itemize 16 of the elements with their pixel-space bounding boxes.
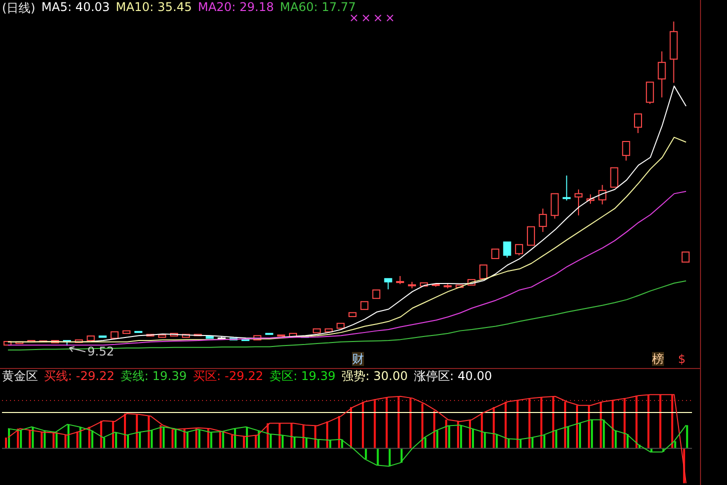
- annotation: 9.52: [87, 344, 114, 359]
- text: 榜: [652, 352, 664, 366]
- text: MA60: 17.77: [280, 0, 356, 16]
- text: 卖区: 19.39: [269, 368, 336, 385]
- text: MA5: 40.03: [41, 0, 110, 16]
- text: MA10: 35.45: [116, 0, 192, 16]
- text: MA20: 29.18: [198, 0, 274, 16]
- text: 买线: -29.22: [44, 368, 115, 385]
- text: 强势: 30.00: [342, 368, 408, 385]
- chart-title: 黄金区: [2, 368, 38, 385]
- text: $: [678, 352, 686, 366]
- text: 卖线: 19.39: [120, 368, 187, 385]
- text: 财: [352, 352, 364, 366]
- text: 买区: -29.22: [192, 368, 264, 385]
- text: 涨停区: 40.00: [414, 368, 492, 385]
- chart-title: (日线): [2, 0, 36, 17]
